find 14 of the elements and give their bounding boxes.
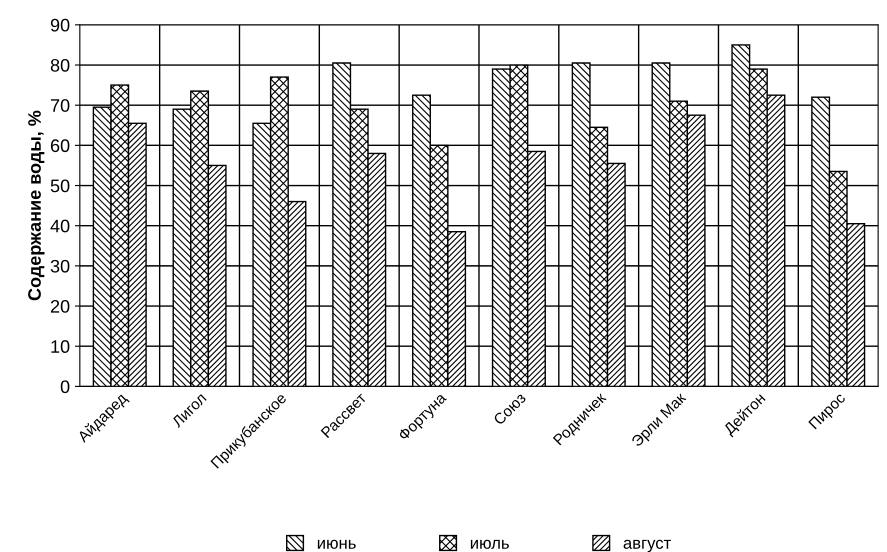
- y-tick-label: 40: [50, 220, 70, 232]
- y-tick-label: 50: [50, 179, 70, 192]
- y-tick-label: 0: [60, 380, 70, 394]
- legend-label: август: [624, 540, 671, 552]
- legend-label: июнь: [318, 540, 356, 549]
- y-tick-label: 60: [50, 139, 70, 152]
- y-axis-title: Содержание воды, %: [28, 110, 44, 300]
- y-tick-label: 90: [50, 18, 70, 32]
- y-tick-label: 10: [51, 340, 70, 353]
- y-tick-label: 20: [50, 300, 70, 313]
- legend-label: июль: [470, 540, 509, 549]
- y-tick-label: 80: [50, 58, 70, 72]
- y-tick-label: 30: [50, 260, 70, 273]
- y-tick-label: 70: [50, 99, 70, 112]
